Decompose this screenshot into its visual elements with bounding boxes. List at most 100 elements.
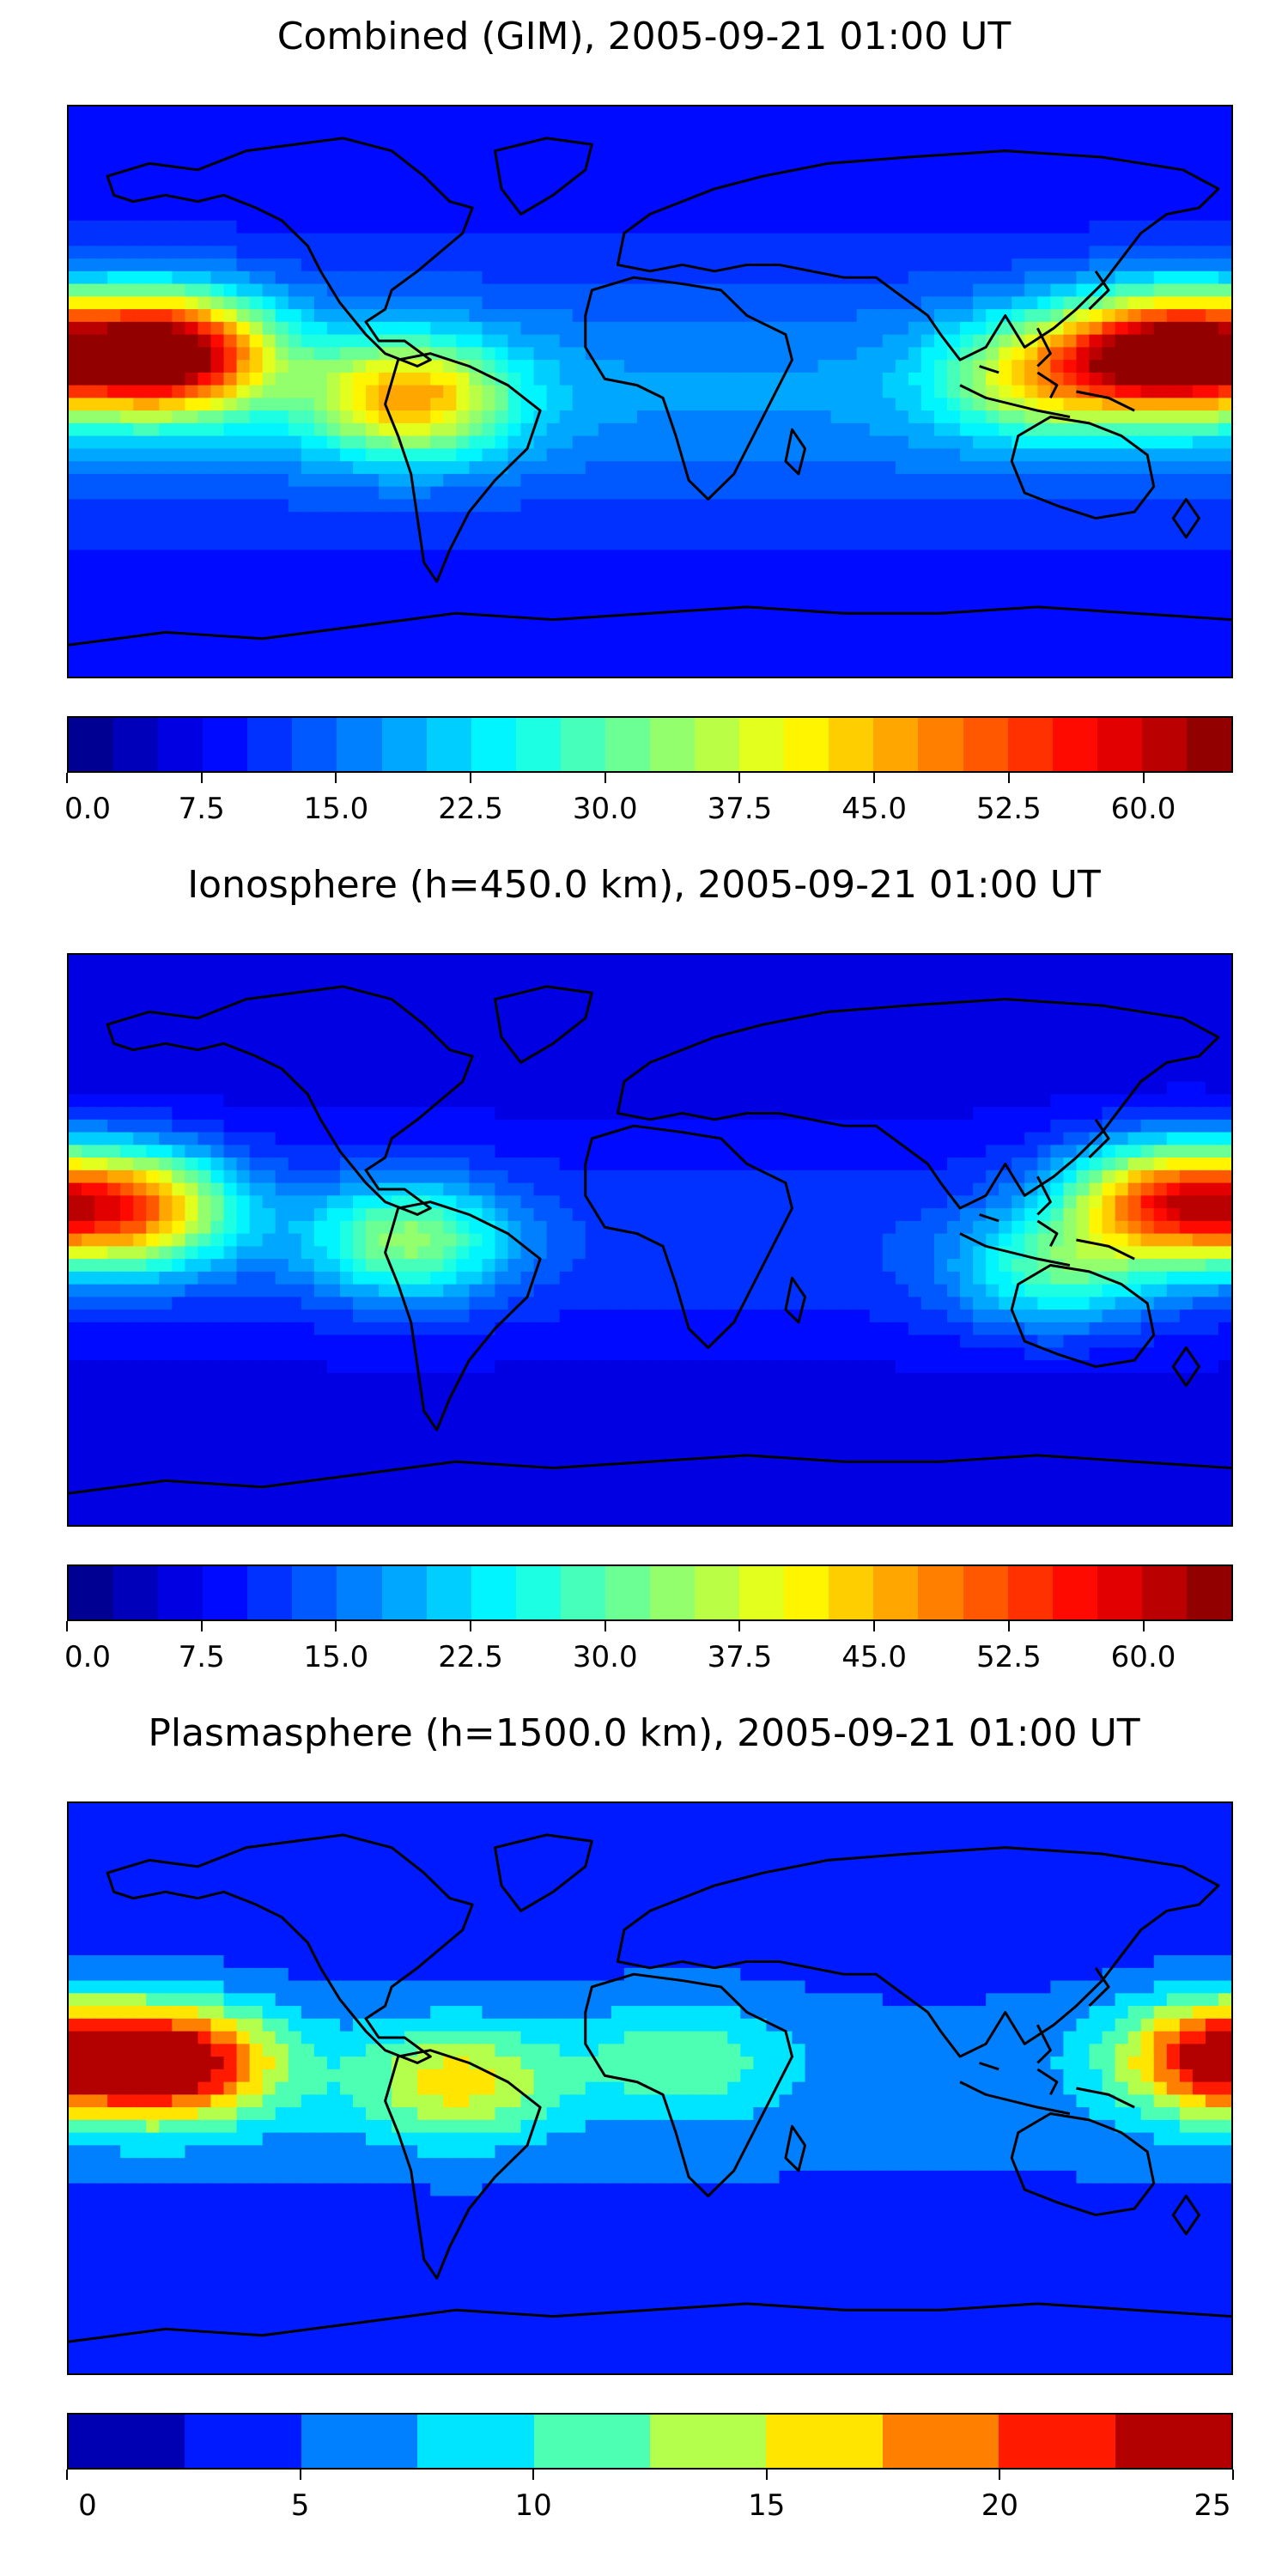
field-cell — [469, 613, 483, 628]
field-cell — [133, 410, 148, 424]
field-cell — [792, 195, 806, 210]
field-cell — [313, 321, 329, 336]
field-cell — [1153, 258, 1168, 272]
field-cell — [339, 385, 355, 399]
field-cell — [947, 448, 962, 463]
field-cell — [1218, 550, 1231, 564]
field-cell — [1102, 360, 1116, 374]
field-cell — [197, 499, 212, 513]
field-cell — [172, 422, 186, 437]
field-cell — [779, 220, 793, 234]
field-cell — [236, 980, 251, 994]
field-cell — [392, 372, 406, 386]
field-cell — [417, 499, 432, 513]
field-cell — [301, 499, 315, 513]
field-cell — [1192, 448, 1207, 463]
field-cell — [146, 283, 161, 298]
field-cell — [236, 550, 251, 564]
field-cell — [611, 283, 626, 298]
field-cell — [1205, 398, 1220, 412]
field-cell — [352, 1005, 368, 1019]
field-cell — [392, 410, 406, 424]
field-cell — [1218, 118, 1231, 133]
field-cell — [366, 118, 380, 133]
field-cell — [869, 233, 884, 247]
field-cell — [856, 574, 871, 589]
field-cell — [469, 574, 483, 589]
field-cell — [533, 1018, 548, 1032]
field-cell — [753, 524, 768, 538]
field-cell — [1012, 562, 1026, 577]
field-cell — [379, 372, 393, 386]
field-cell — [1102, 473, 1116, 488]
field-cell — [288, 993, 302, 1007]
field-cell — [623, 347, 639, 361]
field-cell — [986, 499, 1000, 513]
field-cell — [1024, 524, 1039, 538]
field-cell — [792, 499, 806, 513]
field-cell — [352, 651, 368, 665]
field-cell — [559, 1043, 574, 1058]
field-cell — [262, 967, 276, 981]
field-cell — [520, 360, 535, 374]
field-cell — [1050, 613, 1065, 628]
field-cell — [352, 625, 368, 640]
field-cell — [779, 1043, 793, 1058]
field-cell — [495, 220, 509, 234]
field-cell — [146, 1056, 161, 1070]
field-cell — [133, 600, 148, 615]
field-cell — [702, 562, 716, 577]
field-cell — [507, 233, 522, 247]
field-cell — [1076, 550, 1091, 564]
field-cell — [636, 967, 652, 981]
field-cell — [197, 600, 212, 615]
field-cell — [1012, 537, 1026, 551]
field-cell — [456, 144, 471, 159]
field-cell — [392, 955, 406, 969]
field-cell — [1050, 233, 1065, 247]
field-cell — [507, 422, 522, 437]
field-cell — [275, 638, 289, 653]
field-cell — [636, 512, 652, 526]
field-cell — [146, 461, 161, 476]
field-cell — [469, 967, 483, 981]
field-cell — [830, 651, 845, 665]
colorbar-tick-label: 22.5 — [438, 792, 503, 826]
field-cell — [1050, 270, 1065, 285]
field-cell — [1140, 195, 1155, 210]
field-cell — [120, 461, 135, 476]
field-cell — [973, 106, 987, 120]
field-cell — [1037, 1030, 1052, 1045]
field-cell — [352, 347, 368, 361]
field-cell — [1050, 296, 1065, 311]
field-cell — [275, 182, 289, 197]
field-cell — [146, 321, 161, 336]
field-cell — [288, 131, 302, 146]
field-cell — [456, 106, 471, 120]
field-cell — [869, 195, 884, 210]
field-cell — [339, 169, 355, 184]
field-cell — [262, 524, 276, 538]
field-cell — [636, 195, 652, 210]
field-cell — [339, 955, 355, 969]
field-cell — [908, 638, 923, 653]
field-cell — [920, 422, 936, 437]
field-cell — [197, 296, 212, 311]
field-cell — [185, 385, 199, 399]
field-cell — [572, 233, 586, 247]
field-cell — [1205, 550, 1220, 564]
field-cell — [379, 587, 393, 602]
field-cell — [275, 600, 289, 615]
field-cell — [1076, 625, 1091, 640]
colorbar-segment — [1097, 718, 1142, 771]
field-cell — [443, 955, 458, 969]
field-cell — [1037, 461, 1052, 476]
field-cell — [288, 283, 302, 298]
field-cell — [920, 537, 936, 551]
field-cell — [507, 524, 522, 538]
field-cell — [326, 651, 342, 665]
field-cell — [753, 334, 768, 349]
field-cell — [392, 195, 406, 210]
field-cell — [702, 1043, 716, 1058]
field-cell — [882, 410, 896, 424]
